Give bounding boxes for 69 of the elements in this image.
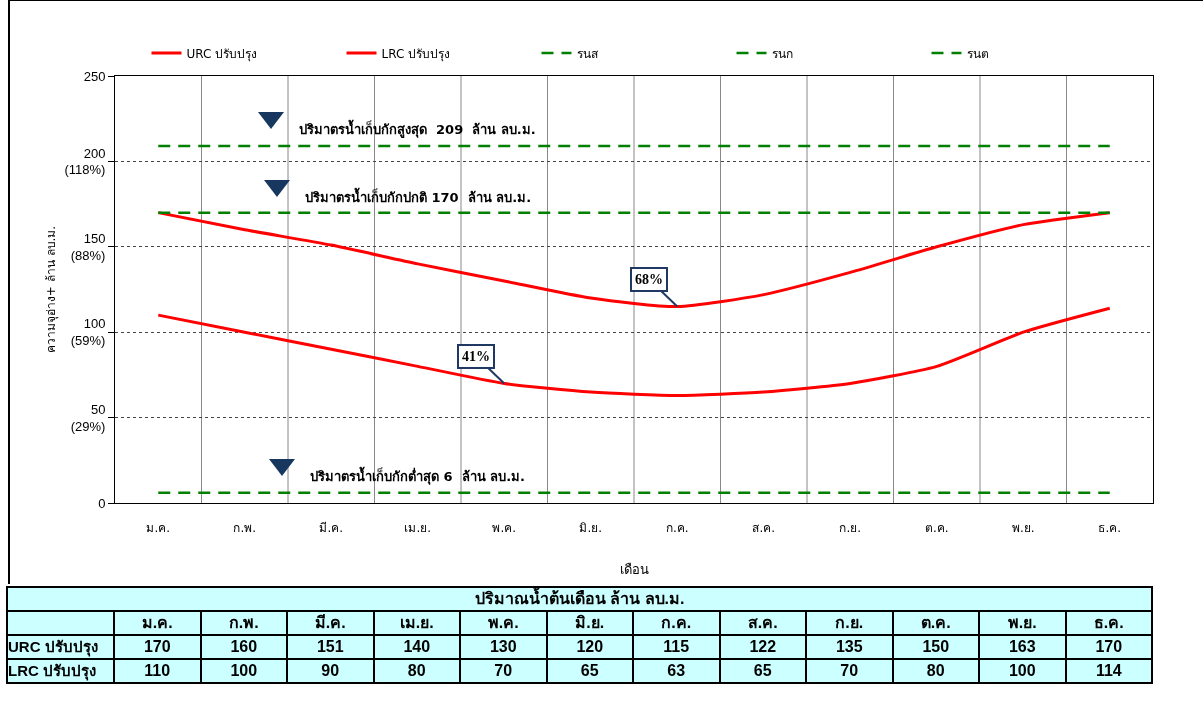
category-label: มี.ค. xyxy=(314,614,346,631)
y-tick-label: 250 xyxy=(83,68,106,84)
x-tick-label: พ.ย. xyxy=(1011,521,1035,536)
x-tick-label: ธ.ค. xyxy=(1098,521,1122,536)
category-label: ก.พ. xyxy=(228,614,259,631)
data-label: 160 xyxy=(200,635,287,659)
x-tick-label: มิ.ย. xyxy=(579,521,603,536)
x-tick-label: ม.ค. xyxy=(146,521,171,536)
data-label: 135 xyxy=(806,635,893,659)
text: LRC ปรับปรุง xyxy=(8,662,96,679)
data-label: 163 xyxy=(979,635,1066,659)
text: URC ปรับปรุง xyxy=(8,638,98,655)
category-label: พ.ย. xyxy=(1007,614,1037,631)
text: ปริมาณน้ำต้นเดือน ล้าน ลบ.ม. xyxy=(7,587,1153,611)
data-label: 170 xyxy=(114,635,201,659)
data-label: 100 xyxy=(200,659,287,683)
x-tick-label: ก.ย. xyxy=(839,521,862,536)
data-label: 70 xyxy=(460,659,547,683)
data-label: 65 xyxy=(546,659,633,683)
x-tick-label: ก.ค. xyxy=(665,521,689,536)
data-label: 80 xyxy=(373,659,460,683)
legend-label: URC ปรับปรุง xyxy=(186,46,258,62)
y-tick-label: 50 (29%) xyxy=(70,401,106,434)
legend-label: LRC ปรับปรุง xyxy=(381,46,451,62)
data-label: 120 xyxy=(546,635,633,659)
x-axis-title: เดือน xyxy=(619,562,649,577)
x-tick-label: มี.ค. xyxy=(319,521,344,536)
x-tick-label: เม.ย. xyxy=(404,521,432,536)
y-tick-label: 0 xyxy=(98,495,106,511)
x-tick-label: พ.ค. xyxy=(492,521,517,536)
x-tick-label: ส.ค. xyxy=(752,521,776,536)
category-label: ก.ย. xyxy=(835,614,864,631)
data-label: ปริมาตรน้ำเก็บกักปกติ 170 ล้าน ลบ.ม. xyxy=(305,187,532,205)
data-label: 170 xyxy=(1065,635,1153,659)
data-label: 114 xyxy=(1065,659,1153,683)
legend-label: รนส xyxy=(576,46,599,61)
category-label: ส.ค. xyxy=(747,614,778,631)
data-label: 130 xyxy=(460,635,547,659)
y-tick-label: 200 (118%) xyxy=(64,145,106,178)
x-tick-label: ต.ค. xyxy=(924,521,949,536)
annotation: 41% xyxy=(462,349,490,364)
legend-label: รนก xyxy=(771,46,793,61)
data-label: 100 xyxy=(979,659,1066,683)
x-tick-label: ก.พ. xyxy=(233,521,257,536)
legend-label: รนต xyxy=(966,46,989,61)
y-tick-label: 100 (59%) xyxy=(70,316,106,349)
data-label: 80 xyxy=(892,659,979,683)
data-label: ปริมาตรน้ำเก็บกักต่ำสุด 6 ล้าน ลบ.ม. xyxy=(310,466,526,485)
data-label: ปริมาตรน้ำเก็บกักสูงสุด 209 ล้าน ลบ.ม. xyxy=(299,119,536,138)
category-label: เม.ย. xyxy=(399,614,434,631)
data-label: 115 xyxy=(633,635,720,659)
data-label: 65 xyxy=(719,659,806,683)
category-label: พ.ค. xyxy=(487,614,519,631)
category-label: มิ.ย. xyxy=(575,614,605,631)
data-label: 70 xyxy=(806,659,893,683)
y-tick-label: 150 (88%) xyxy=(70,230,106,263)
annotation: 68% xyxy=(635,272,663,287)
category-label: ม.ค. xyxy=(141,614,173,631)
data-label: 63 xyxy=(633,659,720,683)
data-label: 110 xyxy=(114,659,201,683)
data-label: 90 xyxy=(287,659,374,683)
data-label: 151 xyxy=(287,635,374,659)
category-label: ก.ค. xyxy=(661,614,692,631)
data-label: 150 xyxy=(892,635,979,659)
data-label: 140 xyxy=(373,635,460,659)
data-label: 122 xyxy=(719,635,806,659)
category-label: ต.ค. xyxy=(920,614,951,631)
y-axis-title: ความจุอ่าง+ ล้าน ลบ.ม. xyxy=(43,225,59,354)
category-label: ธ.ค. xyxy=(1093,614,1124,631)
